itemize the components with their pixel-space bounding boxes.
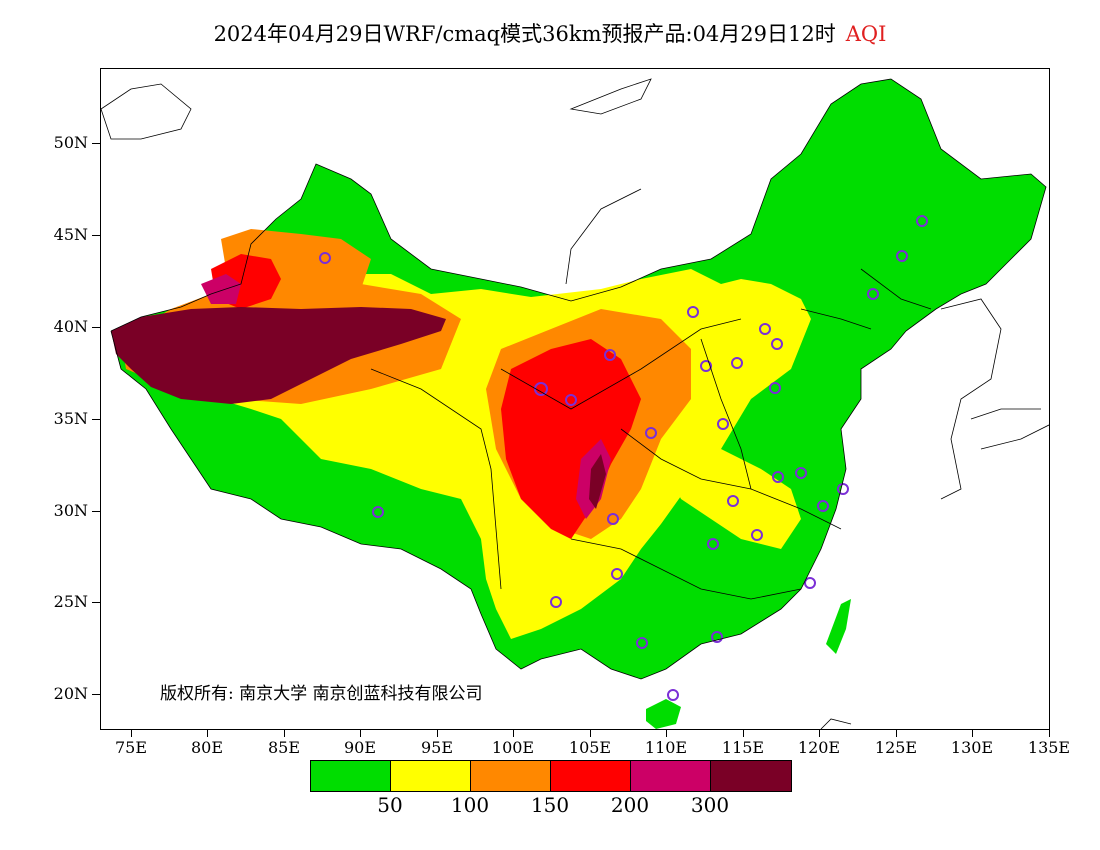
station-marker [795,467,807,479]
station-marker [837,483,849,495]
legend-swatch [631,761,711,791]
aqi-zone-purple [201,274,241,304]
station-marker [727,495,739,507]
station-marker [896,250,908,262]
legend-label: 300 [690,793,730,817]
station-marker [607,513,619,525]
lat-label: 40N [53,317,88,336]
legend-label: 100 [450,793,490,817]
station-marker [604,349,616,361]
station-marker [771,338,783,350]
color-legend [310,760,792,792]
legend-swatch [311,761,391,791]
lon-label: 100E [491,738,535,757]
lon-tick [284,730,285,737]
lon-tick [819,730,820,737]
lat-tick [92,419,100,420]
hainan-island [646,699,681,729]
legend-swatch [711,761,791,791]
station-marker [565,394,577,406]
station-marker [867,288,879,300]
station-marker [916,215,928,227]
lon-label: 90E [343,738,377,757]
lat-label: 20N [53,684,88,703]
station-marker [772,471,784,483]
lat-label: 45N [53,225,88,244]
lon-label: 75E [114,738,148,757]
aqi-map [101,78,1049,729]
station-marker [636,637,648,649]
legend-label: 200 [610,793,650,817]
station-marker [372,506,384,518]
lon-label: 85E [267,738,301,757]
station-marker [319,252,331,264]
station-marker [769,382,781,394]
station-marker [550,596,562,608]
lon-label: 125E [874,738,918,757]
lon-tick [896,730,897,737]
legend-swatch [391,761,471,791]
station-marker [645,427,657,439]
lat-label: 25N [53,592,88,611]
lon-label: 135E [1027,738,1071,757]
aqi-zone-maroon [111,307,446,404]
legend-label: 150 [530,793,570,817]
taiwan-island [826,599,851,654]
lon-tick [743,730,744,737]
copyright-text: 版权所有: 南京大学 南京创蓝科技有限公司 [160,684,483,704]
legend-swatch [551,761,631,791]
lon-tick [590,730,591,737]
station-marker [667,689,679,701]
lon-label: 80E [190,738,224,757]
lon-tick [360,730,361,737]
lat-label: 35N [53,409,88,428]
lat-tick [92,602,100,603]
lat-label: 50N [53,133,88,152]
station-marker [700,360,712,372]
map-title: 2024年04月29日WRF/cmaq模式36km预报产品:04月29日12时 A… [0,18,1100,48]
station-marker [751,529,763,541]
station-marker [707,538,719,550]
boundaries [101,78,1049,729]
station-marker [804,577,816,589]
lon-tick [513,730,514,737]
lon-tick [1049,730,1050,737]
station-marker [731,357,743,369]
lat-tick [92,511,100,512]
lon-tick [437,730,438,737]
lon-tick [972,730,973,737]
lon-label: 130E [950,738,994,757]
legend-label: 50 [377,793,403,817]
station-marker [817,500,829,512]
lon-label: 95E [420,738,454,757]
lat-tick [92,235,100,236]
station-marker [687,306,699,318]
lat-label: 30N [53,501,88,520]
station-markers [319,215,928,701]
map-frame [100,68,1050,730]
lon-tick [207,730,208,737]
station-marker [534,382,548,396]
lon-label: 115E [721,738,765,757]
lon-tick [131,730,132,737]
aqi-zone-maroon-strip [589,454,606,509]
station-marker [611,568,623,580]
lat-tick [92,694,100,695]
lon-label: 110E [644,738,688,757]
aqi-zone-yellow-south [661,449,801,549]
title-variable: AQI [845,22,887,46]
lat-tick [92,327,100,328]
station-marker [717,418,729,430]
lon-label: 105E [568,738,612,757]
lon-tick [666,730,667,737]
lat-tick [92,143,100,144]
station-marker [711,631,723,643]
title-main: 2024年04月29日WRF/cmaq模式36km预报产品:04月29日12时 [213,22,836,46]
legend-swatch [471,761,551,791]
station-marker [759,323,771,335]
lon-label: 120E [797,738,841,757]
